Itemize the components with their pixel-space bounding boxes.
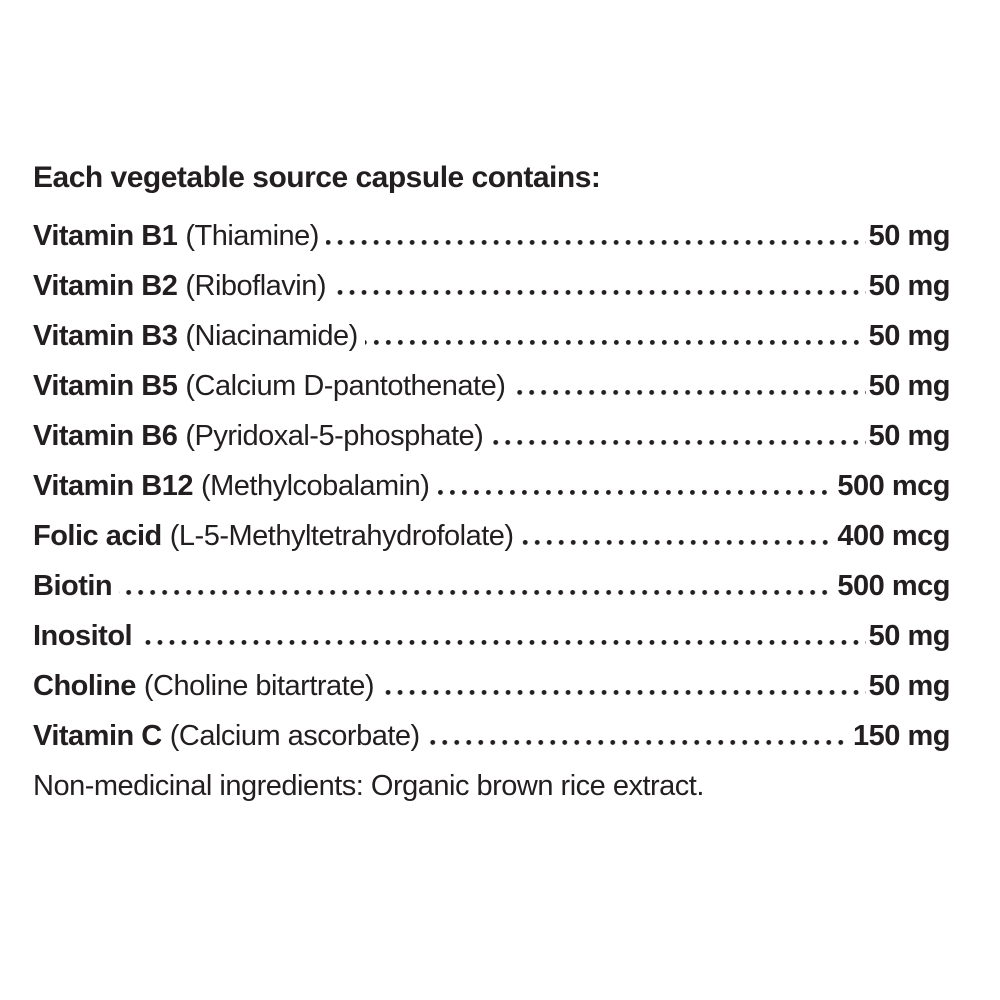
ingredient-name: Vitamin B2 <box>33 270 178 302</box>
ingredient-name: Biotin <box>33 570 113 602</box>
dotted-leader <box>119 590 835 595</box>
ingredient-form: (Niacinamide) <box>185 320 358 352</box>
ingredient-form: (Thiamine) <box>185 220 319 252</box>
ingredient-name: Choline <box>33 670 136 702</box>
ingredient-name: Vitamin B12 <box>33 470 193 502</box>
ingredient-name: Inositol <box>33 620 133 652</box>
ingredient-row-vitamin-b12: Vitamin B12 (Methylcobalamin) 500 mcg <box>33 472 950 501</box>
ingredient-amount: 150 mg <box>853 720 950 752</box>
ingredient-name: Vitamin B6 <box>33 420 178 452</box>
dotted-leader <box>139 640 866 645</box>
ingredient-amount: 50 mg <box>868 370 951 402</box>
ingredient-row-vitamin-b2: Vitamin B2 (Riboflavin) 50 mg <box>33 270 951 302</box>
ingredient-amount: 50 mg <box>868 670 951 702</box>
ingredient-amount: 50 mg <box>868 320 951 352</box>
ingredient-amount: 50 mg <box>868 420 951 452</box>
ingredient-name: Vitamin C <box>33 720 162 752</box>
ingredient-form: (Pyridoxal-5-phosphate) <box>185 420 484 452</box>
ingredient-form: (L-5-Methyltetrahydrofolate) <box>169 520 514 552</box>
ingredient-row-inositol: Inositol 50 mg <box>33 620 951 652</box>
dotted-leader <box>333 290 866 295</box>
dotted-leader <box>520 540 835 545</box>
ingredient-amount: 50 mg <box>868 220 951 252</box>
ingredient-form: (Calcium ascorbate) <box>169 720 420 752</box>
ingredient-row-vitamin-b5: Vitamin B5 (Calcium D-pantothenate) 50 mg <box>33 370 951 402</box>
ingredient-amount: 500 mcg <box>837 470 950 502</box>
ingredient-amount: 500 mcg <box>837 570 950 602</box>
ingredient-amount: 400 mcg <box>837 520 950 552</box>
ingredient-row-vitamin-b1: Vitamin B1 (Thiamine) 50 mg <box>33 220 951 252</box>
ingredient-row-biotin: Biotin 500 mcg <box>33 572 950 601</box>
ingredient-name: Vitamin B3 <box>33 320 178 352</box>
dotted-leader <box>490 440 866 445</box>
ingredient-row-vitamin-b6: Vitamin B6 (Pyridoxal-5-phosphate) 50 mg <box>33 420 951 452</box>
ingredient-amount: 50 mg <box>868 270 951 302</box>
dotted-leader <box>426 740 851 745</box>
panel-title: Each vegetable source capsule contains: <box>33 161 601 194</box>
ingredient-form: (Choline bitartrate) <box>143 670 375 702</box>
ingredient-row-folic-acid: Folic acid (L-5-Methyltetrahydrofolate) 40… <box>33 522 950 551</box>
non-medicinal-ingredients-note: Non-medicinal ingredients: Organic brown… <box>33 770 704 802</box>
dotted-leader <box>512 390 866 395</box>
dotted-leader <box>364 340 866 345</box>
ingredient-row-choline: Choline (Choline bitartrate) 50 mg <box>33 670 951 702</box>
dotted-leader <box>381 690 866 695</box>
ingredient-row-vitamin-c: Vitamin C (Calcium ascorbate) 150 mg <box>33 722 950 751</box>
ingredient-list: Vitamin B1 (Thiamine) 50 mg Vitamin B2 (Rib… <box>33 220 951 751</box>
ingredient-name: Vitamin B1 <box>33 220 178 252</box>
ingredient-name: Vitamin B5 <box>33 370 178 402</box>
ingredient-form: (Riboflavin) <box>185 270 327 302</box>
ingredient-name: Folic acid <box>33 520 162 552</box>
dotted-leader <box>325 240 866 245</box>
ingredient-amount: 50 mg <box>868 620 951 652</box>
ingredient-row-vitamin-b3: Vitamin B3 (Niacinamide) 50 mg <box>33 320 951 352</box>
ingredient-form: (Calcium D-pantothenate) <box>185 370 506 402</box>
dotted-leader <box>436 490 835 495</box>
ingredient-form: (Methylcobalamin) <box>200 470 430 502</box>
